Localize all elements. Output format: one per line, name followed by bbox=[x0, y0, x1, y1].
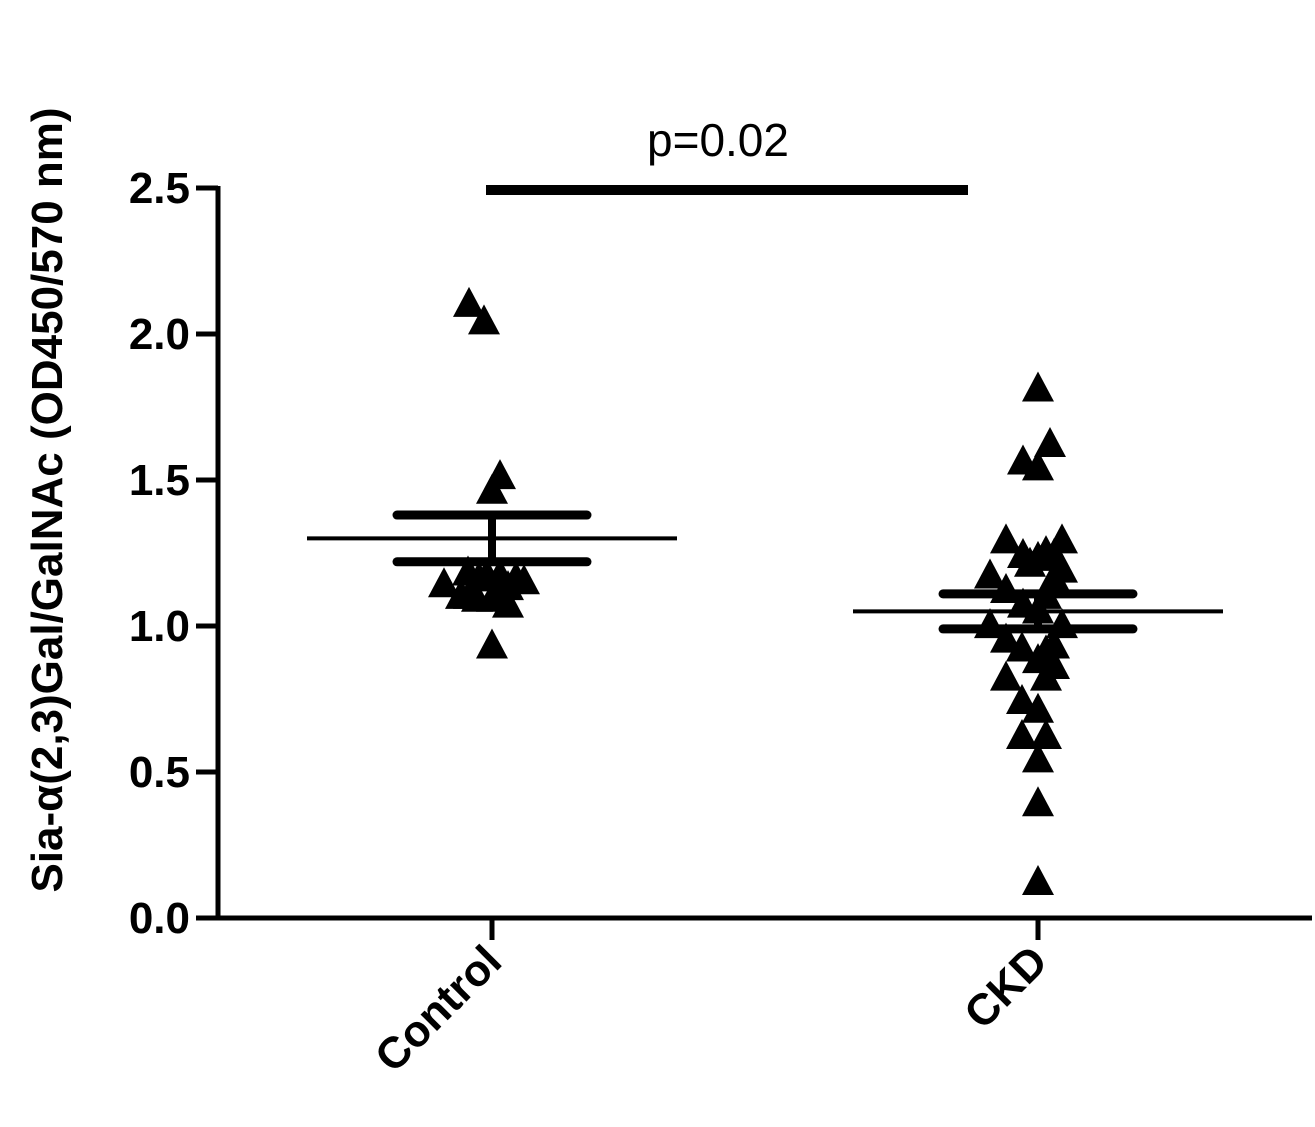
data-point bbox=[990, 523, 1022, 554]
data-point bbox=[1006, 684, 1038, 714]
data-point bbox=[1034, 427, 1066, 458]
data-point bbox=[453, 286, 485, 317]
data-point bbox=[1022, 865, 1054, 896]
y-axis: 0.0 0.5 1.0 1.5 2.0 2.5 bbox=[129, 164, 221, 943]
data-point bbox=[1030, 719, 1062, 750]
y-tick-label: 0.5 bbox=[129, 748, 190, 797]
data-point bbox=[492, 587, 524, 618]
data-point bbox=[1006, 719, 1038, 750]
data-point bbox=[476, 628, 508, 659]
y-axis-label: Sia-α(2,3)Gal/GalNAc (OD450/570 nm) bbox=[23, 107, 72, 892]
y-tick-label: 2.0 bbox=[129, 310, 190, 359]
x-category-label: CKD bbox=[955, 936, 1057, 1038]
data-point bbox=[1046, 523, 1078, 554]
plot-area bbox=[307, 286, 1223, 896]
data-point bbox=[1038, 628, 1070, 659]
data-point bbox=[1022, 371, 1054, 402]
y-tick-label: 1.0 bbox=[129, 602, 190, 651]
data-point bbox=[1022, 742, 1054, 773]
data-point bbox=[1030, 660, 1062, 691]
x-axis: Control CKD bbox=[216, 915, 1312, 1082]
data-point bbox=[1022, 450, 1054, 481]
data-point bbox=[1022, 786, 1054, 817]
data-point bbox=[468, 304, 500, 335]
data-point bbox=[428, 567, 460, 598]
series-ckd bbox=[853, 371, 1223, 896]
x-category-label: Control bbox=[366, 936, 511, 1081]
y-tick-label: 2.5 bbox=[129, 164, 190, 213]
data-point bbox=[476, 473, 508, 504]
data-point bbox=[452, 555, 484, 586]
data-point bbox=[471, 558, 503, 589]
series-control bbox=[307, 286, 677, 659]
y-tick-label: 0.0 bbox=[129, 894, 190, 943]
data-point bbox=[990, 622, 1022, 653]
p-value-annotation: p=0.02 bbox=[647, 114, 789, 166]
y-tick-label: 1.5 bbox=[129, 456, 190, 505]
data-point bbox=[990, 660, 1022, 691]
data-point bbox=[974, 558, 1006, 589]
data-point bbox=[1006, 631, 1038, 662]
data-point bbox=[1022, 692, 1054, 723]
